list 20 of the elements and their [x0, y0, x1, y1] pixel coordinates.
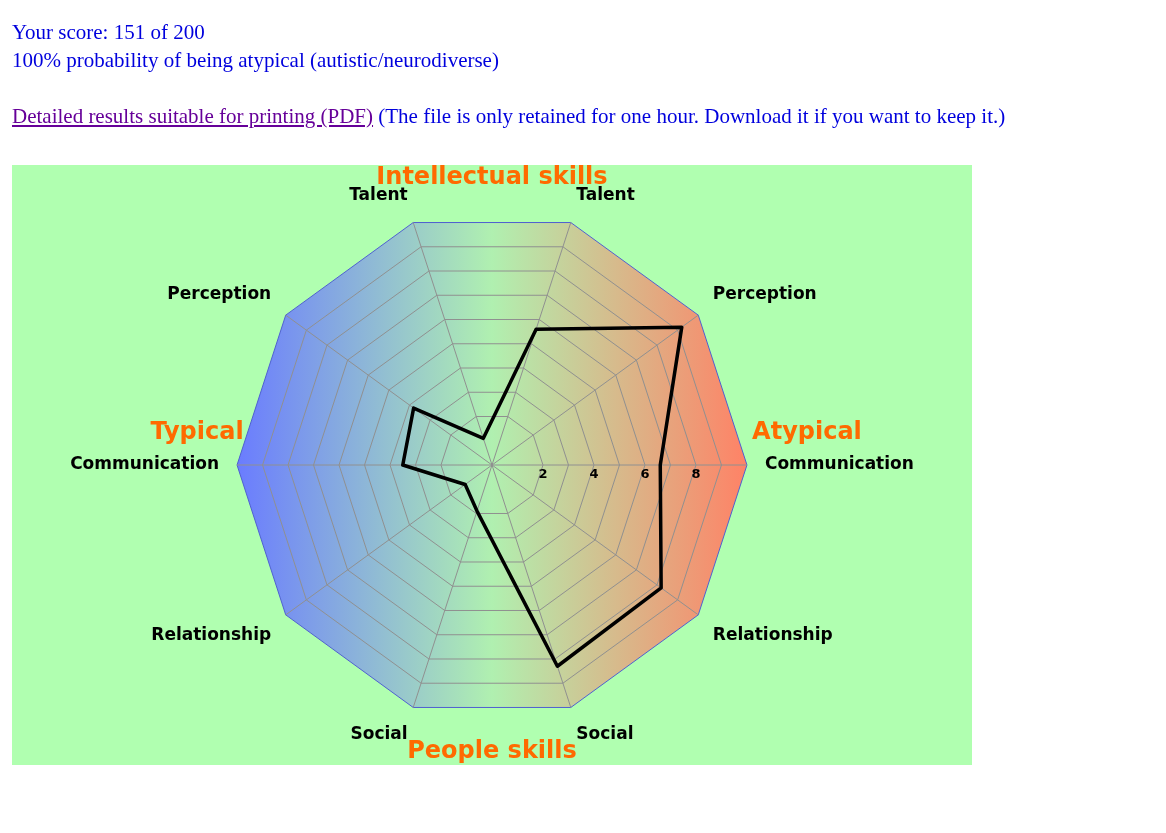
spoke-label: Perception [712, 282, 817, 303]
spoke-label: Relationship [151, 624, 272, 645]
text: (The file is only retained for one hour. Download it if you want to keep it.) [378, 104, 1006, 128]
text: Atypical [752, 417, 862, 446]
chart-title: Your score: 151 of 200 [12, 19, 206, 46]
spoke-label: Communication [70, 453, 220, 474]
spoke-label: Social [576, 723, 634, 744]
y-tick-label: 8 [691, 466, 701, 482]
chart-subtitle: 100% probability of being atypical (autistic/neurodiverse) [12, 47, 500, 74]
spoke-label: Talent [576, 183, 635, 204]
text: Detailed results suitable for printing (PDF) [12, 104, 374, 128]
y-tick-label: 2 [538, 466, 548, 482]
spoke-label: Communication [764, 453, 914, 474]
spoke-label: Relationship [712, 624, 833, 645]
y-tick-label: 6 [640, 466, 650, 482]
text: People skills [407, 736, 577, 765]
text: Typical [150, 417, 244, 446]
spoke-label: Social [350, 723, 408, 744]
y-tick-label: 4 [589, 466, 599, 482]
spoke-label: Perception [167, 282, 272, 303]
